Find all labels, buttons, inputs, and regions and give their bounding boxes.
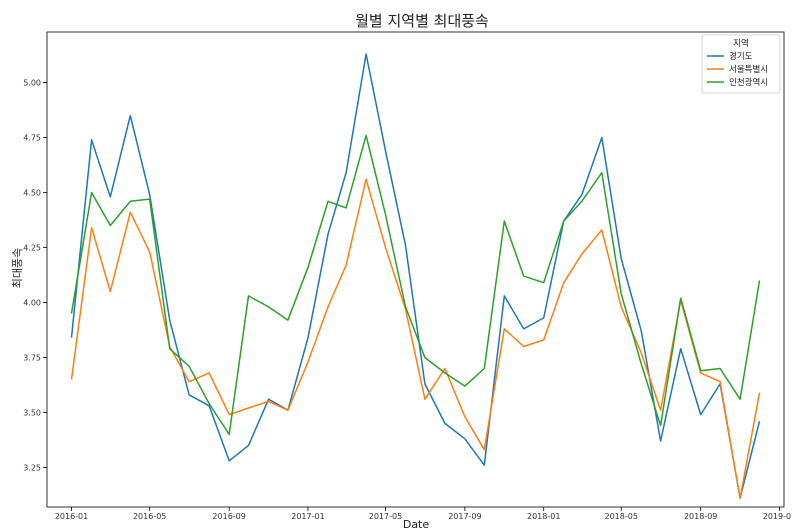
- chart-title: 월별 지역별 최대풍속: [355, 12, 489, 30]
- series-line-1: [70, 53, 761, 499]
- plot-area: [46, 31, 785, 508]
- legend-title: 지역: [733, 38, 749, 49]
- x-axis: 2016-01 2016-05 2016-09 2017-01 2017-05 2017-…: [55, 507, 792, 521]
- y-tick-label: 3.50: [23, 408, 41, 417]
- legend-label: 경기도: [729, 51, 753, 62]
- x-tick-label: 2018-05: [605, 512, 638, 521]
- y-tick-label: 5.00: [23, 79, 41, 88]
- y-tick-label: 4.75: [23, 134, 41, 143]
- x-tick-label: 2018-09: [684, 512, 717, 521]
- x-tick-label: 2016-01: [55, 512, 88, 521]
- series-lines: [70, 53, 761, 499]
- y-axis-title: 최대풍속: [11, 248, 24, 288]
- x-tick-label: 2016-09: [212, 512, 245, 521]
- legend-label: 서울특별시: [729, 64, 768, 75]
- series-line-3: [70, 134, 761, 436]
- y-tick-label: 4.50: [23, 189, 41, 198]
- y-tick-label: 3.75: [23, 353, 41, 362]
- y-tick-label: 3.25: [23, 463, 41, 472]
- x-tick-label: 2019-01: [763, 512, 792, 521]
- x-tick-label: 2017-09: [448, 512, 481, 521]
- x-tick-label: 2017-01: [291, 512, 324, 521]
- x-axis-title: Date: [403, 518, 430, 531]
- legend-box: [701, 34, 781, 94]
- y-tick-label: 4.00: [23, 298, 41, 307]
- x-tick-label: 2016-05: [133, 512, 166, 521]
- x-tick-label: 2018-01: [527, 512, 560, 521]
- series-line-2: [70, 178, 761, 499]
- y-axis: 3.25 3.50 3.75 4.00 4.25 4.50 4.75 5.00: [23, 79, 47, 472]
- y-tick-label: 4.25: [23, 244, 41, 253]
- plot-frame: [46, 31, 785, 508]
- x-tick-label: 2017-05: [369, 512, 402, 521]
- legend-label: 인천광역시: [729, 77, 768, 88]
